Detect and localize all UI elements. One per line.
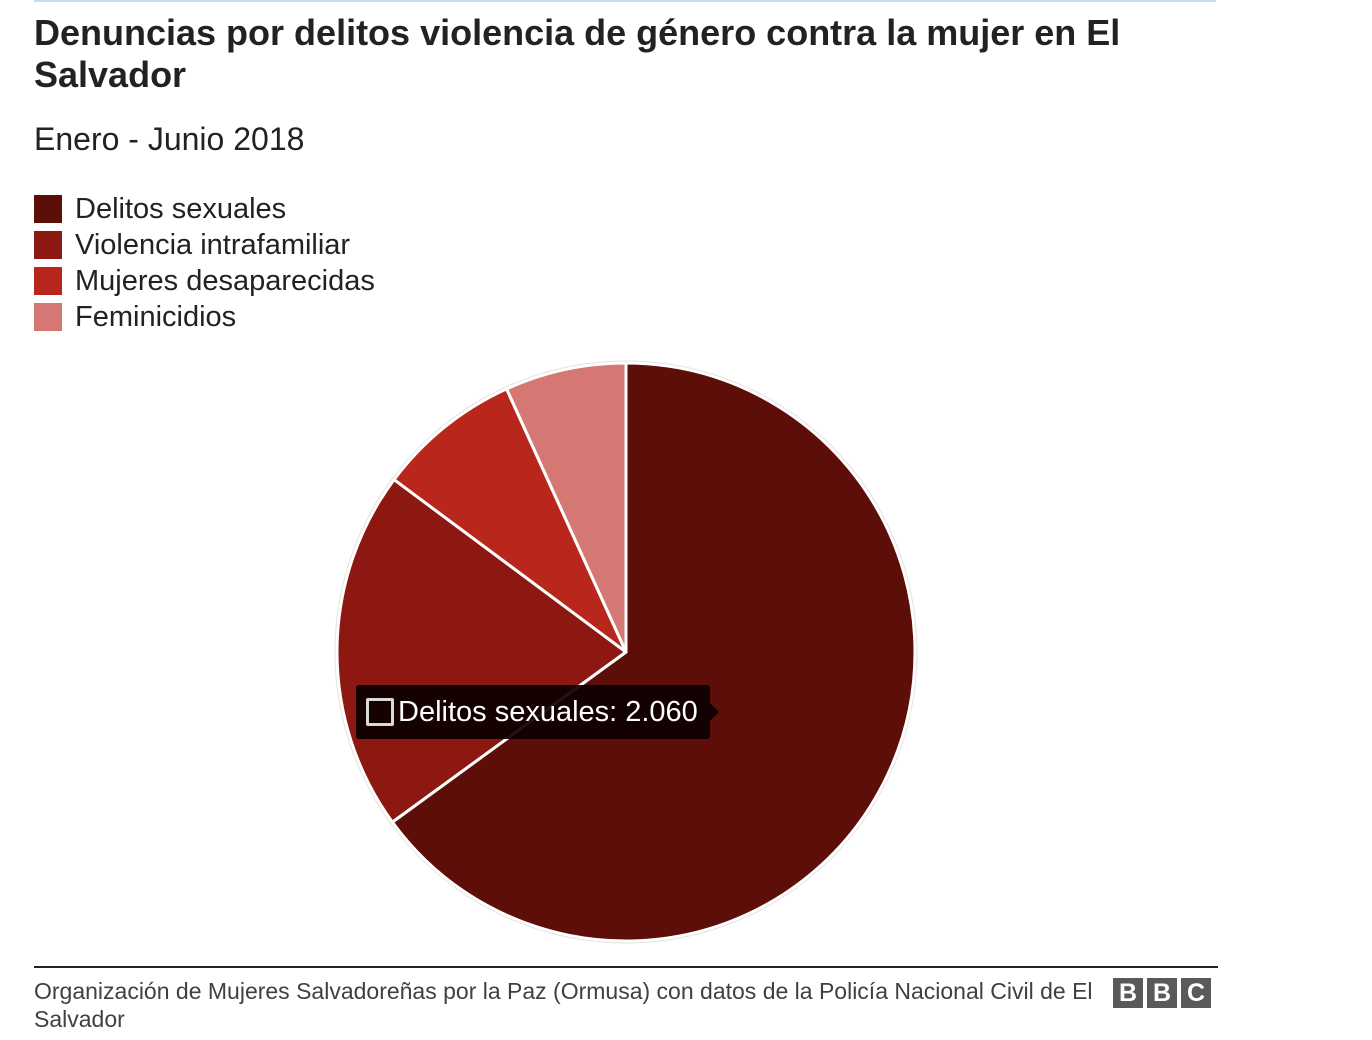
chart-title: Denuncias por delitos violencia de géner… <box>34 12 1121 95</box>
legend: Delitos sexuales Violencia intrafamiliar… <box>34 191 375 335</box>
tooltip-swatch <box>366 698 394 726</box>
pie-chart <box>334 360 918 944</box>
legend-label: Violencia intrafamiliar <box>75 229 351 261</box>
legend-swatch <box>34 231 62 259</box>
legend-swatch <box>34 267 62 295</box>
top-rule <box>34 0 1216 2</box>
bbc-logo-block: B <box>1113 978 1143 1008</box>
legend-swatch <box>34 303 62 331</box>
pie-slice-feminicidios[interactable] <box>505 361 628 654</box>
tooltip: Delitos sexuales : 2.060 <box>356 685 719 739</box>
legend-label: Delitos sexuales <box>75 193 287 225</box>
legend-label: Feminicidios <box>75 301 237 333</box>
legend-item-delitos-sexuales[interactable]: Delitos sexuales <box>34 191 375 227</box>
footer-rule <box>34 966 1218 968</box>
chart-subtitle: Enero - Junio 2018 <box>34 121 305 157</box>
bbc-logo: B B C <box>1113 978 1211 1008</box>
bbc-logo-block: B <box>1147 978 1177 1008</box>
legend-item-violencia-intrafamiliar[interactable]: Violencia intrafamiliar <box>34 227 375 263</box>
tooltip-separator: : <box>609 696 618 728</box>
pie-slice-mujeres-desaparecidas[interactable] <box>392 387 628 654</box>
legend-item-mujeres-desaparecidas[interactable]: Mujeres desaparecidas <box>34 263 375 299</box>
bbc-logo-block: C <box>1181 978 1211 1008</box>
legend-label: Mujeres desaparecidas <box>75 265 375 297</box>
tooltip-label: Delitos sexuales <box>398 696 610 728</box>
legend-swatch <box>34 195 62 223</box>
tooltip-value: 2.060 <box>625 696 698 728</box>
pie-slice-delitos-sexuales[interactable] <box>390 361 917 943</box>
legend-item-feminicidios[interactable]: Feminicidios <box>34 299 375 335</box>
source-note: Organización de Mujeres Salvadoreñas por… <box>34 978 1093 1032</box>
